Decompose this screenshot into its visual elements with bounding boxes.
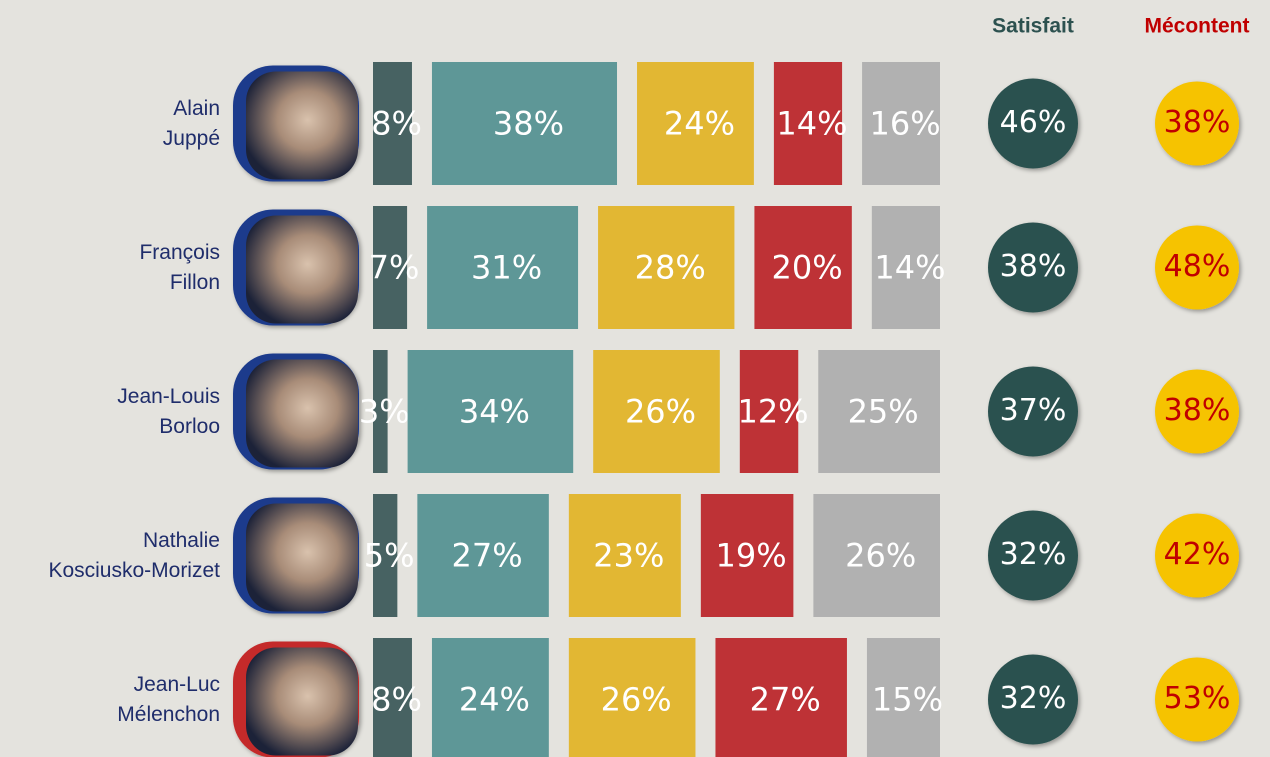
- summary-circle: [988, 510, 1078, 601]
- segment-label: 34%: [459, 393, 530, 431]
- segment-label: 26%: [625, 393, 696, 431]
- summary-circle: [988, 654, 1078, 745]
- candidate-name: Mélenchon: [117, 703, 220, 726]
- photo: [246, 71, 358, 180]
- segment-label: 26%: [601, 681, 672, 719]
- segment-label: 15%: [872, 681, 943, 719]
- bar-segment: [568, 494, 681, 617]
- bar-segment: [739, 350, 799, 473]
- bar-segment: [637, 62, 754, 185]
- summary-circle: [988, 366, 1078, 457]
- photo: [246, 359, 358, 468]
- bar-segment: [862, 62, 940, 185]
- bar-segment: [373, 206, 408, 329]
- candidate-name: Fillon: [170, 271, 220, 294]
- segment-label: 31%: [471, 249, 542, 287]
- candidate-name: Jean-Louis: [117, 385, 220, 408]
- candidate-name: Borloo: [159, 415, 220, 438]
- bar-segment: [373, 494, 398, 617]
- segment-label: 24%: [459, 681, 530, 719]
- summary-label: 46%: [1000, 105, 1067, 140]
- bar-segment: [813, 494, 940, 617]
- candidate-name: François: [139, 241, 220, 264]
- bar-segment: [417, 494, 549, 617]
- summary-circle: [988, 222, 1078, 313]
- bar-segment: [598, 206, 735, 329]
- segment-label: 5%: [364, 537, 415, 575]
- segment-label: 19%: [716, 537, 787, 575]
- bar-segment: [593, 350, 720, 473]
- summary-circle: [1155, 657, 1239, 742]
- summary-label: 38%: [1164, 393, 1231, 428]
- segment-label: 25%: [848, 393, 919, 431]
- segment-label: 27%: [750, 681, 821, 719]
- bar-segment: [700, 494, 794, 617]
- segment-label: 14%: [874, 249, 945, 287]
- summary-label: 38%: [1000, 249, 1067, 284]
- candidate-name: Kosciusko-Morizet: [48, 559, 220, 582]
- segment-label: 24%: [664, 105, 735, 143]
- segment-label: 26%: [845, 537, 916, 575]
- summary-circle: [988, 78, 1078, 169]
- summary-circle: [1155, 225, 1239, 310]
- bar-segment: [373, 62, 412, 185]
- segment-label: 23%: [593, 537, 664, 575]
- candidate-name: Jean-Luc: [134, 673, 220, 696]
- column-header: Satisfait: [992, 15, 1074, 38]
- summary-label: 37%: [1000, 393, 1067, 428]
- bar-segment: [773, 62, 843, 185]
- summary-circle: [1155, 81, 1239, 166]
- segment-label: 16%: [869, 105, 940, 143]
- bar-segment: [866, 638, 940, 757]
- photo: [246, 503, 358, 612]
- bar-segment: [568, 638, 696, 757]
- bar-segment: [431, 62, 618, 185]
- segment-label: 12%: [737, 393, 808, 431]
- segment-label: 38%: [493, 105, 564, 143]
- summary-circle: [1155, 513, 1239, 598]
- bar-segment: [715, 638, 847, 757]
- summary-circle: [1155, 369, 1239, 454]
- bar-segment: [427, 206, 579, 329]
- photo: [246, 215, 358, 324]
- summary-label: 32%: [1000, 537, 1067, 572]
- segment-label: 14%: [776, 105, 847, 143]
- bar-segment: [431, 638, 549, 757]
- summary-label: 38%: [1164, 105, 1231, 140]
- segment-label: 8%: [371, 681, 422, 719]
- segment-label: 27%: [452, 537, 523, 575]
- column-header: Mécontent: [1145, 15, 1250, 38]
- bar-segment: [754, 206, 852, 329]
- segment-label: 8%: [371, 105, 422, 143]
- segment-label: 3%: [359, 393, 410, 431]
- candidate-name: Nathalie: [143, 529, 220, 552]
- bar-segment: [818, 350, 940, 473]
- bar-segment: [373, 350, 388, 473]
- segment-label: 20%: [772, 249, 843, 287]
- summary-label: 48%: [1164, 249, 1231, 284]
- summary-label: 32%: [1000, 681, 1067, 716]
- candidate-name: Juppé: [163, 127, 220, 150]
- summary-label: 53%: [1164, 681, 1231, 716]
- bar-segment: [373, 638, 412, 757]
- summary-label: 42%: [1164, 537, 1231, 572]
- bar-segment: [871, 206, 940, 329]
- photo: [246, 647, 358, 756]
- segment-label: 7%: [369, 249, 420, 287]
- candidate-name: Alain: [173, 97, 220, 120]
- bar-segment: [407, 350, 574, 473]
- segment-label: 28%: [635, 249, 706, 287]
